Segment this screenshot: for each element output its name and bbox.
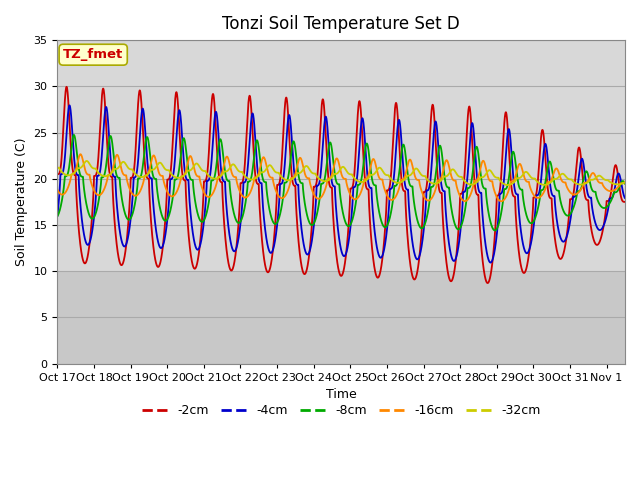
Y-axis label: Soil Temperature (C): Soil Temperature (C) (15, 138, 28, 266)
Legend: -2cm, -4cm, -8cm, -16cm, -32cm: -2cm, -4cm, -8cm, -16cm, -32cm (137, 399, 545, 422)
Bar (58, 40, 625, 271)
Text: TZ_fmet: TZ_fmet (63, 48, 124, 61)
Title: Tonzi Soil Temperature Set D: Tonzi Soil Temperature Set D (222, 15, 460, 33)
X-axis label: Time: Time (326, 388, 356, 401)
Bar (58, 271, 625, 364)
